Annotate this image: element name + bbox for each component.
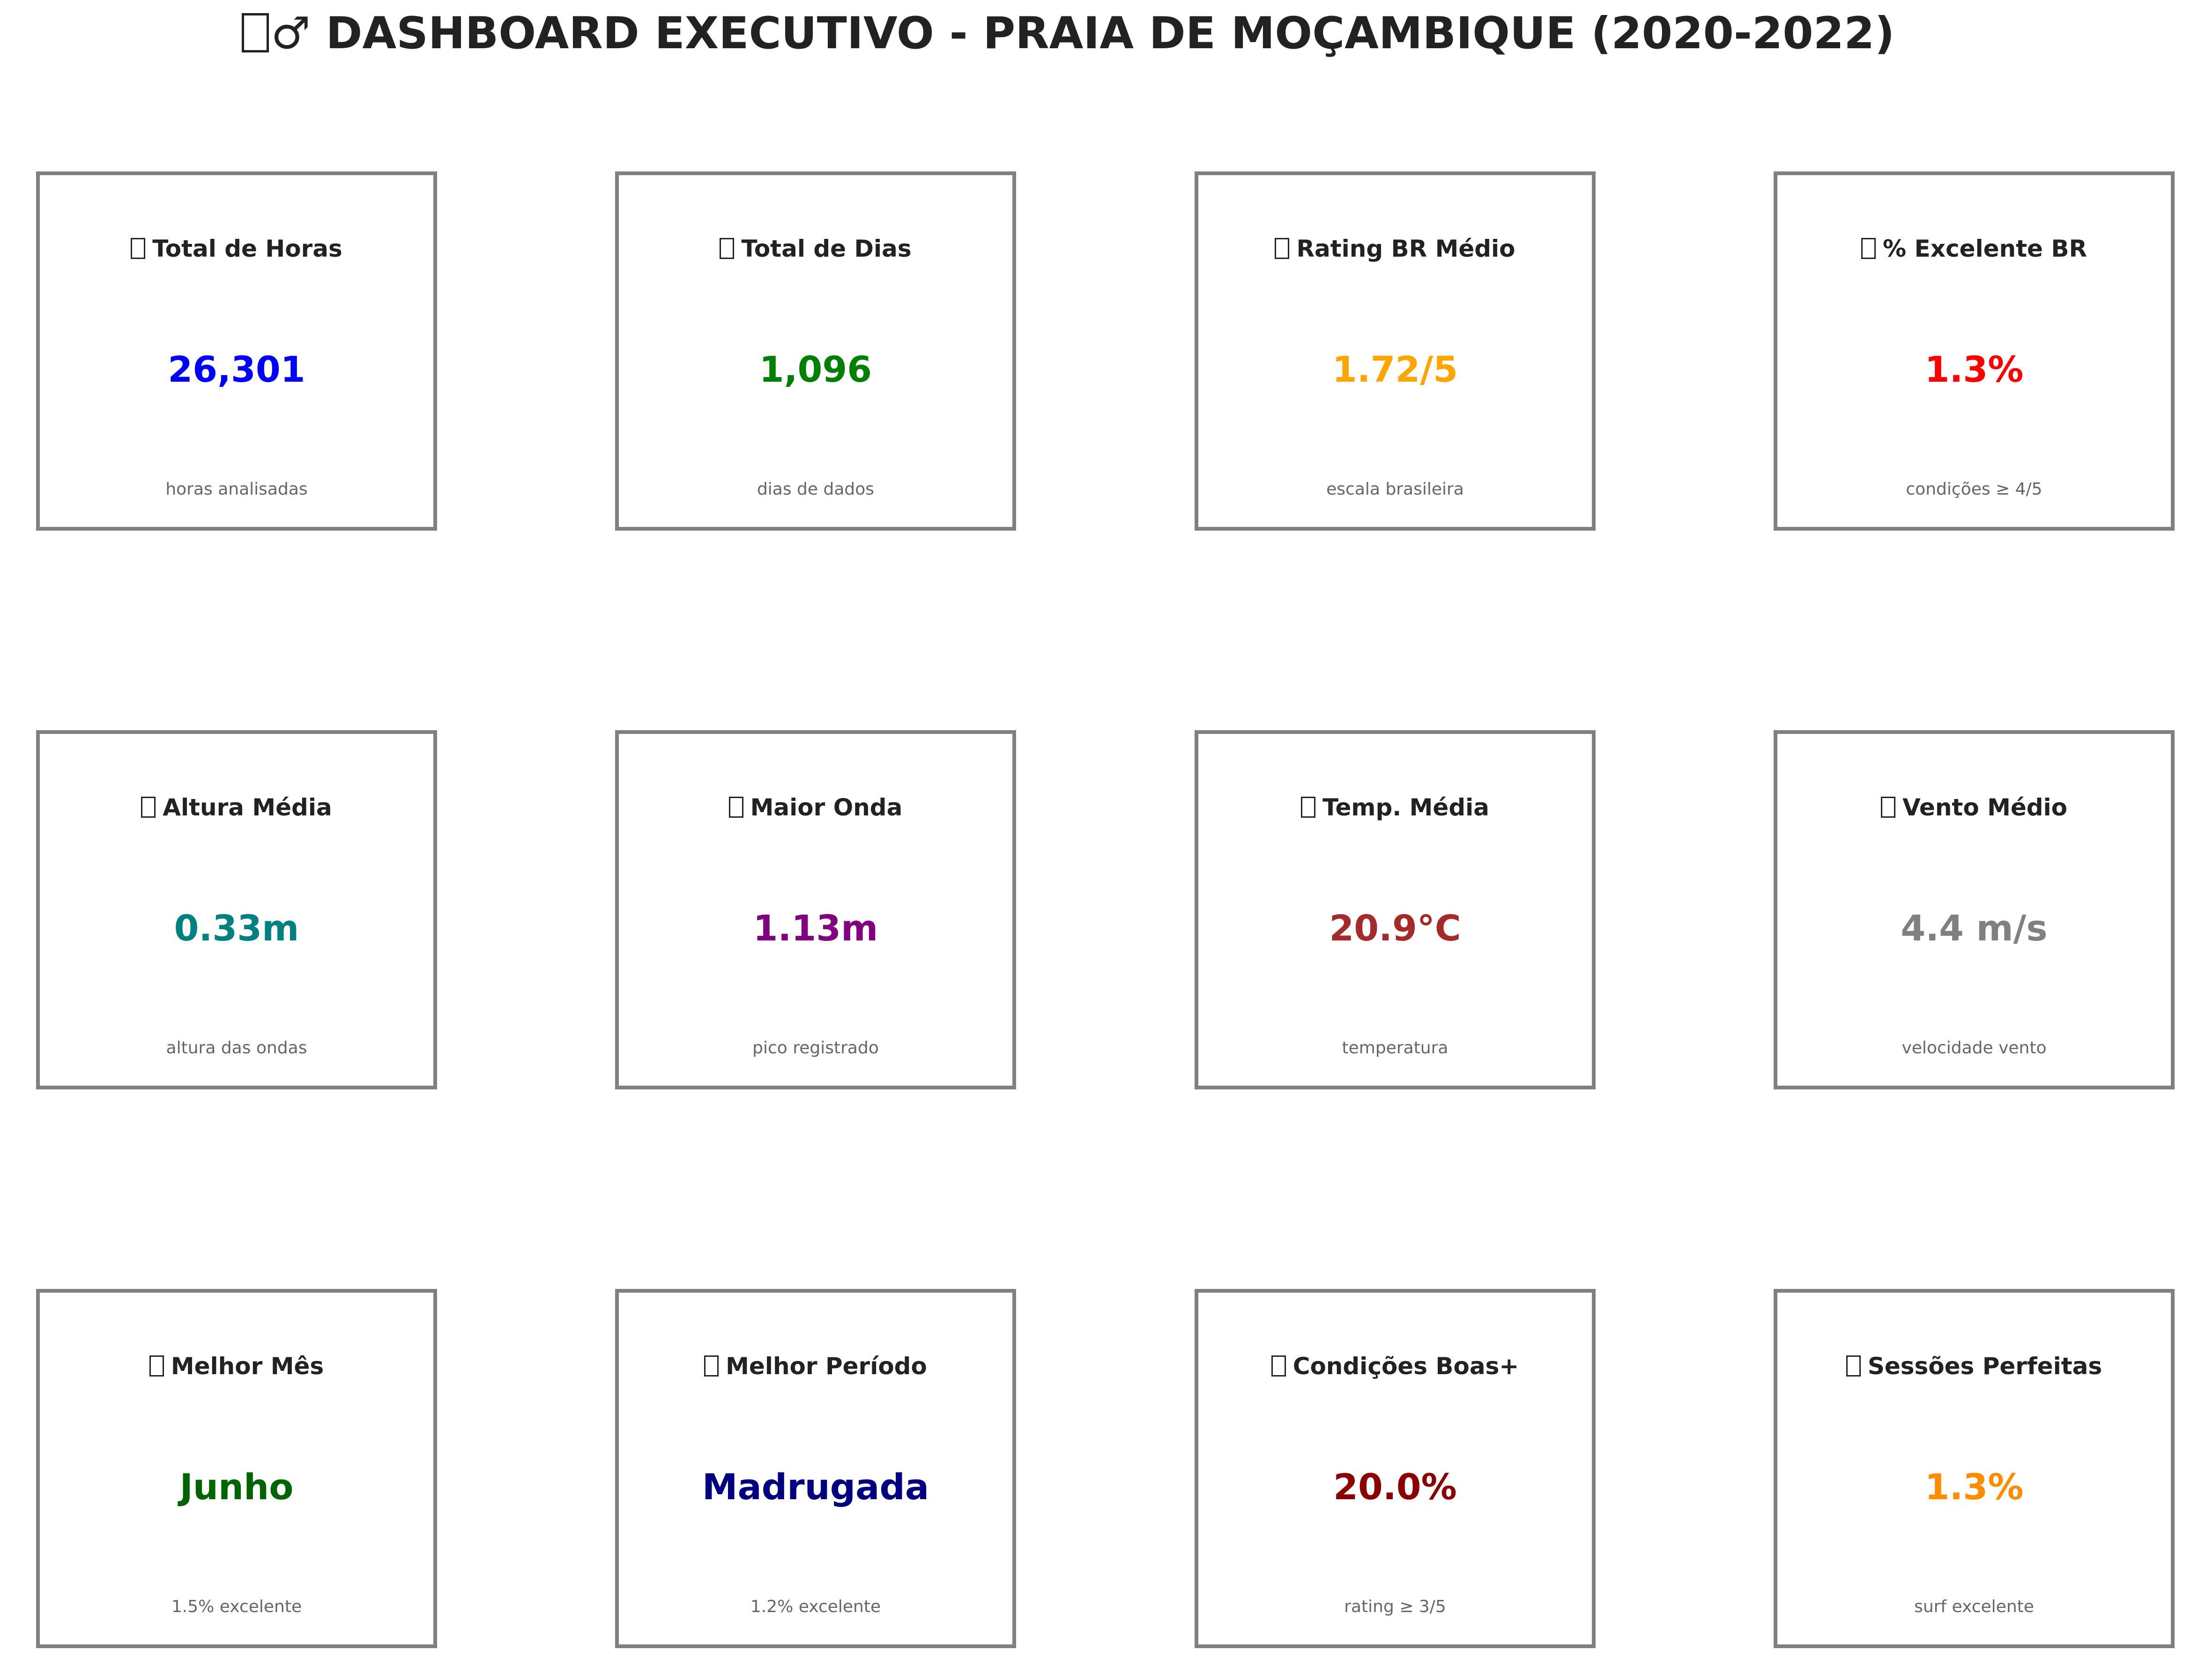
missing-glyph-icon [1275, 238, 1290, 259]
kpi-value: 20.9°C [1329, 907, 1461, 949]
kpi-card-total-horas: Total de Horas 26,301 horas analisadas [36, 171, 437, 531]
kpi-value: 26,301 [168, 348, 305, 390]
missing-glyph-icon [149, 1355, 164, 1377]
kpi-subtitle: condições ≥ 4/5 [1906, 480, 2043, 499]
kpi-label: Sessões Perfeitas [1867, 1353, 2102, 1380]
kpi-subtitle: escala brasileira [1326, 480, 1464, 499]
missing-glyph-icon [728, 797, 743, 818]
missing-glyph-icon [131, 238, 146, 259]
kpi-subtitle: surf excelente [1914, 1597, 2034, 1616]
kpi-value: Junho [179, 1466, 294, 1508]
kpi-label: Rating BR Médio [1296, 235, 1515, 262]
kpi-label: Melhor Mês [171, 1353, 324, 1380]
kpi-card-temp-media: Temp. Média 20.9°C temperatura [1195, 730, 1596, 1089]
kpi-value: 1.72/5 [1332, 348, 1458, 390]
missing-glyph-icon [1880, 797, 1895, 818]
kpi-value: 1.3% [1924, 1466, 2024, 1508]
kpi-label: Total de Horas [152, 235, 342, 262]
kpi-subtitle: altura das ondas [166, 1038, 307, 1058]
missing-glyph-icon [141, 797, 156, 818]
kpi-value: Madrugada [702, 1466, 929, 1508]
kpi-label: Total de Dias [741, 235, 912, 262]
kpi-label: Maior Onda [750, 794, 903, 821]
kpi-value: 20.0% [1333, 1466, 1457, 1508]
kpi-subtitle: velocidade vento [1901, 1038, 2047, 1058]
kpi-label: Altura Média [163, 794, 332, 821]
missing-glyph-icon [1846, 1355, 1861, 1377]
kpi-value: 4.4 m/s [1901, 907, 2048, 949]
missing-glyph-icon [1861, 238, 1876, 259]
missing-glyph-icon [1300, 797, 1315, 818]
kpi-label: Vento Médio [1902, 794, 2068, 821]
missing-glyph-icon [704, 1355, 719, 1377]
missing-glyph-icon [1271, 1355, 1286, 1377]
kpi-value: 1.3% [1924, 348, 2024, 390]
kpi-card-excelente-br: % Excelente BR 1.3% condições ≥ 4/5 [1774, 171, 2175, 531]
kpi-card-melhor-mes: Melhor Mês Junho 1.5% excelente [36, 1289, 437, 1648]
title-prefix: ♂ [271, 8, 311, 59]
kpi-value: 0.33m [174, 907, 299, 949]
kpi-card-total-dias: Total de Dias 1,096 dias de dados [615, 171, 1016, 531]
kpi-label: Melhor Período [726, 1353, 927, 1380]
kpi-label: % Excelente BR [1883, 235, 2087, 262]
dashboard-title: ♂ DASHBOARD EXECUTIVO - PRAIA DE MOÇAMBI… [0, 6, 2136, 62]
kpi-card-sessoes-perfeitas: Sessões Perfeitas 1.3% surf excelente [1774, 1289, 2175, 1648]
kpi-card-altura-media: Altura Média 0.33m altura das ondas [36, 730, 437, 1089]
kpi-card-maior-onda: Maior Onda 1.13m pico registrado [615, 730, 1016, 1089]
title-text: DASHBOARD EXECUTIVO - PRAIA DE MOÇAMBIQU… [326, 8, 1895, 59]
kpi-card-melhor-periodo: Melhor Período Madrugada 1.2% excelente [615, 1289, 1016, 1648]
kpi-card-rating-br-medio: Rating BR Médio 1.72/5 escala brasileira [1195, 171, 1596, 531]
kpi-value: 1.13m [753, 907, 878, 949]
kpi-label: Temp. Média [1322, 794, 1489, 821]
kpi-subtitle: dias de dados [757, 480, 875, 499]
kpi-card-condicoes-boas: Condições Boas+ 20.0% rating ≥ 3/5 [1195, 1289, 1596, 1648]
kpi-label: Condições Boas+ [1292, 1353, 1519, 1380]
missing-glyph-icon [720, 238, 735, 259]
kpi-value: 1,096 [759, 348, 872, 390]
kpi-subtitle: horas analisadas [165, 480, 308, 499]
missing-glyph-icon [241, 13, 269, 53]
kpi-subtitle: temperatura [1342, 1038, 1448, 1058]
kpi-card-vento-medio: Vento Médio 4.4 m/s velocidade vento [1774, 730, 2175, 1089]
kpi-subtitle: 1.5% excelente [171, 1597, 302, 1616]
kpi-subtitle: pico registrado [752, 1038, 879, 1058]
kpi-subtitle: rating ≥ 3/5 [1344, 1597, 1446, 1616]
kpi-subtitle: 1.2% excelente [750, 1597, 881, 1616]
